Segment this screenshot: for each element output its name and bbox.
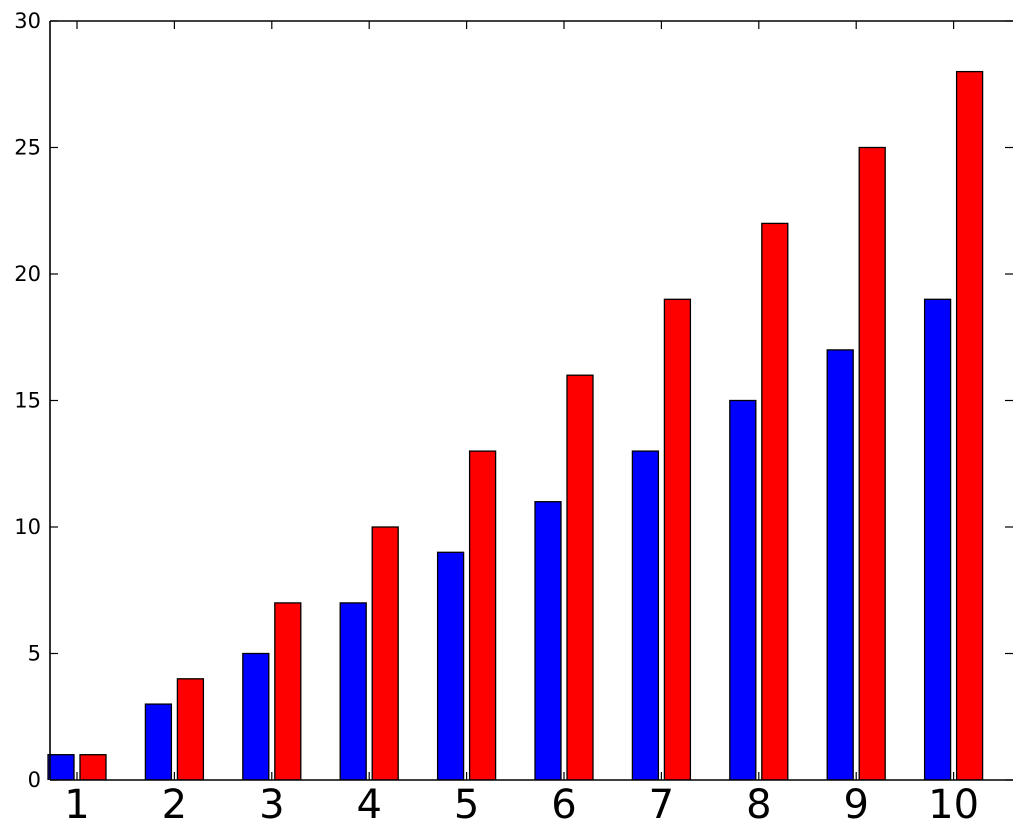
bar-blue-7 <box>631 450 660 780</box>
xtick-label-2: 2 <box>162 782 187 822</box>
bar-blue-2 <box>144 703 173 780</box>
bar-red-2 <box>176 678 205 780</box>
bar-red-5 <box>468 450 497 780</box>
xtick-label-8: 8 <box>746 782 771 822</box>
bar-blue-3 <box>242 652 270 780</box>
bar-red-1 <box>79 754 107 780</box>
xtick-label-10: 10 <box>928 782 979 822</box>
ytick-label-10: 10 <box>14 515 41 539</box>
tick-labels: 0 5 10 15 20 25 30 1 2 3 4 5 6 7 8 9 10 <box>14 9 979 822</box>
xtick-label-5: 5 <box>454 782 479 822</box>
bar-blue-10 <box>923 298 952 780</box>
ytick-label-0: 0 <box>28 768 41 792</box>
plot-frame <box>49 20 1013 781</box>
bar-blue-1 <box>47 754 75 780</box>
bar-blue-8 <box>729 399 757 780</box>
bar-red-7 <box>663 298 692 780</box>
xtick-label-1: 1 <box>64 782 89 822</box>
bar-blue-4 <box>339 602 367 780</box>
xtick-label-7: 7 <box>649 782 674 822</box>
bars-layer <box>47 70 984 780</box>
bar-red-3 <box>274 602 302 780</box>
bar-red-8 <box>761 222 789 780</box>
ytick-label-30: 30 <box>14 9 41 33</box>
ytick-label-15: 15 <box>14 389 41 413</box>
ytick-label-20: 20 <box>14 262 41 286</box>
xtick-label-6: 6 <box>551 782 576 822</box>
bar-red-9 <box>858 146 886 780</box>
ytick-label-25: 25 <box>14 136 41 160</box>
xtick-label-9: 9 <box>843 782 868 822</box>
xtick-label-3: 3 <box>259 782 284 822</box>
bar-red-4 <box>371 526 399 780</box>
bar-blue-9 <box>826 349 854 780</box>
ytick-label-5: 5 <box>28 642 41 666</box>
bar-red-10 <box>955 70 984 780</box>
bar-red-6 <box>566 374 594 780</box>
bar-blue-6 <box>534 501 562 780</box>
xtick-label-4: 4 <box>356 782 381 822</box>
bar-blue-5 <box>436 551 465 780</box>
